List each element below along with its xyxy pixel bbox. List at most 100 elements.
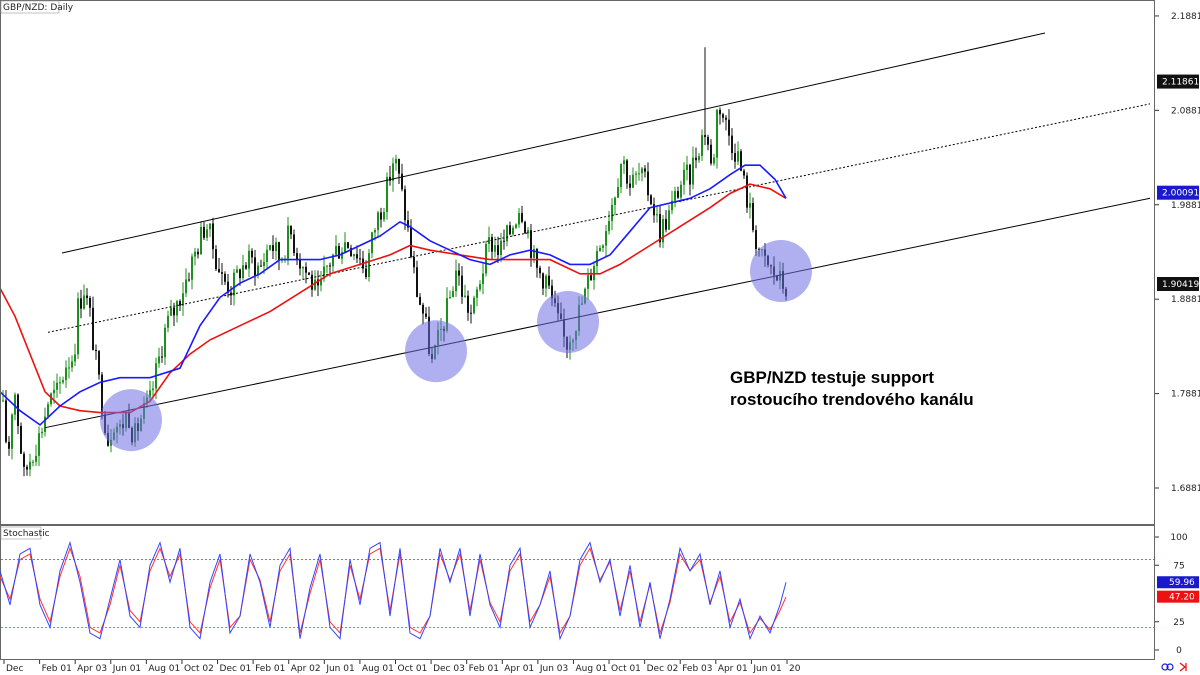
candle-body <box>449 296 451 299</box>
candle-body <box>719 109 721 115</box>
candle-body <box>164 327 166 358</box>
candle-body <box>383 211 385 220</box>
chart-title-box <box>0 0 60 14</box>
candle-body <box>35 455 37 462</box>
candle-body <box>749 203 751 208</box>
candle-body <box>236 269 238 273</box>
candle-body <box>659 214 661 243</box>
link-icon[interactable] <box>1161 663 1174 671</box>
candle-body <box>509 225 511 235</box>
candle-body <box>335 246 337 255</box>
candle-body <box>707 136 709 145</box>
price-badge-label: 2.00091 <box>1162 189 1199 199</box>
candle-body <box>287 225 289 259</box>
candle-body <box>395 158 397 164</box>
support-highlight-circle <box>405 320 467 383</box>
candle-body <box>341 252 343 259</box>
candle-body <box>665 219 667 230</box>
candle-body <box>533 248 535 258</box>
candle-body <box>689 164 691 185</box>
candle-body <box>743 170 745 176</box>
candle-body <box>425 313 427 317</box>
time-tick-label: Aug 01 <box>575 664 607 674</box>
channel-middle-line <box>47 103 1151 333</box>
candle-body <box>416 267 418 297</box>
support-highlight-circle <box>750 239 812 302</box>
candle-body <box>698 155 700 161</box>
candle-body <box>179 301 181 306</box>
candle-body <box>194 251 196 257</box>
candle-body <box>266 249 268 262</box>
price-panel-frame <box>0 0 1155 525</box>
candle-body <box>677 191 679 198</box>
candle-body <box>23 453 25 467</box>
candle-body <box>506 225 508 242</box>
candle-body <box>599 247 601 252</box>
candle-body <box>623 160 625 164</box>
support-highlights <box>100 239 812 452</box>
time-tick-label: Apr 02 <box>291 664 321 674</box>
time-tick-label: Feb 01 <box>469 664 499 674</box>
candle-body <box>44 416 46 432</box>
candle-body <box>755 230 757 250</box>
candle-body <box>353 254 355 257</box>
candle-body <box>458 270 460 276</box>
candle-body <box>185 279 187 294</box>
chart-title: GBP/NZD: Daily <box>3 3 74 13</box>
candle-body <box>737 151 739 162</box>
candle-body <box>50 393 52 405</box>
candle-body <box>299 259 301 269</box>
candle-body <box>734 153 736 162</box>
candle-body <box>77 298 79 355</box>
candle-body <box>215 249 217 270</box>
price-badge <box>1157 185 1199 200</box>
candle-body <box>524 221 526 234</box>
candle-body <box>686 164 688 170</box>
stochastic-badge <box>1157 590 1199 603</box>
candle-body <box>182 293 184 306</box>
candle-body <box>629 183 631 188</box>
support-highlight-circle <box>537 290 599 353</box>
candle-body <box>731 135 733 154</box>
candle-body <box>62 380 64 383</box>
candle-body <box>224 273 226 282</box>
stochastic-panel[interactable] <box>0 540 1155 641</box>
candle-body <box>617 187 619 198</box>
price-panel[interactable] <box>0 32 1151 477</box>
time-tick-label: Apr 01 <box>718 664 748 674</box>
candle-body <box>647 171 649 196</box>
candle-body <box>410 227 412 257</box>
candle-body <box>374 230 376 233</box>
time-tick-label: Dec 03 <box>433 664 465 674</box>
stochastic-tick-label: 25 <box>1173 618 1184 628</box>
time-tick-label: Jun 01 <box>325 664 354 674</box>
candle-body <box>704 135 706 137</box>
time-tick-label: Aug 01 <box>148 664 180 674</box>
candle-body <box>167 315 169 328</box>
time-tick-label: Apr 01 <box>504 664 534 674</box>
candle-body <box>590 275 592 281</box>
candle-body <box>212 223 214 250</box>
time-tick-label: Aug 01 <box>362 664 394 674</box>
candle-body <box>8 441 10 449</box>
price-tick-label: 1.88812 <box>1171 295 1200 305</box>
candle-body <box>446 298 448 331</box>
candle-body <box>605 231 607 246</box>
candle-body <box>491 237 493 252</box>
ma-fast-line <box>0 164 787 426</box>
candle-body <box>14 394 16 415</box>
candle-body <box>257 265 259 276</box>
candle-body <box>515 224 517 228</box>
scroll-end-icon[interactable] <box>1179 662 1187 672</box>
stochastic-badge <box>1157 576 1199 589</box>
candle-body <box>290 225 292 235</box>
candle-body <box>161 356 163 358</box>
time-tick-label: Feb 01 <box>255 664 285 674</box>
candle-body <box>650 195 652 205</box>
candle-body <box>248 250 250 269</box>
candle-body <box>317 279 319 286</box>
candle-body <box>482 273 484 285</box>
candle-body <box>218 269 220 273</box>
time-tick-label: 20 <box>789 664 801 674</box>
